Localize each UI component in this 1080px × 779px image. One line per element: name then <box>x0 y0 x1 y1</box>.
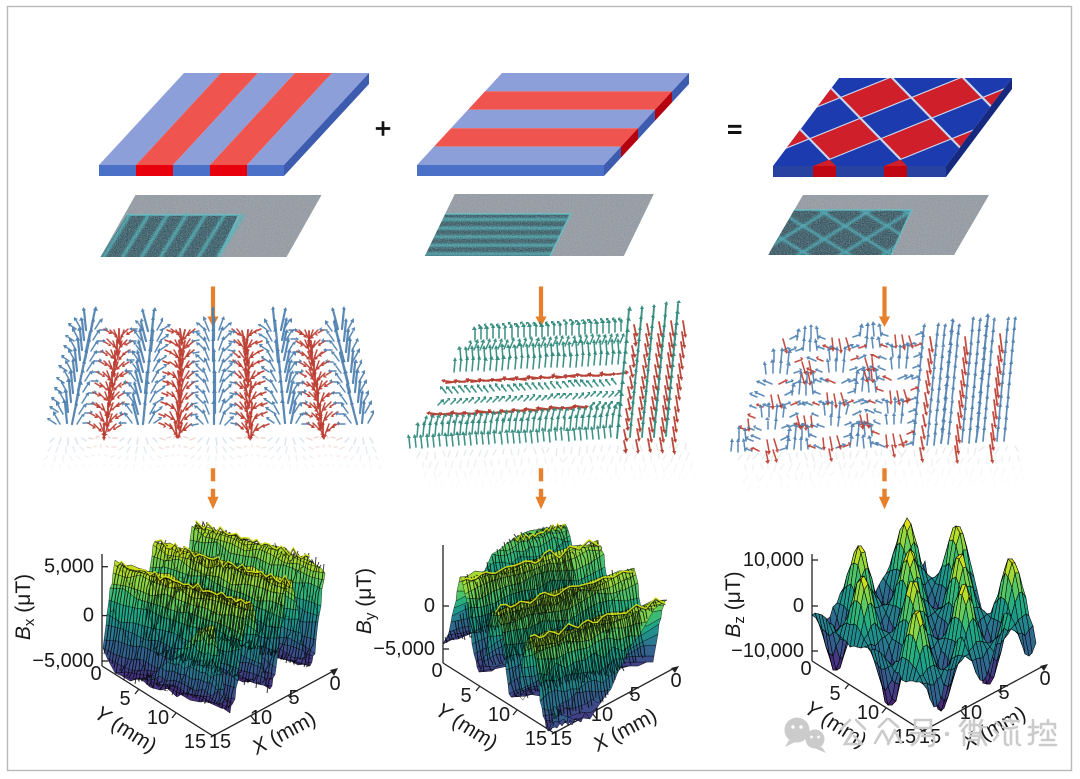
svg-text:By (μT): By (μT) <box>353 568 379 634</box>
svg-text:10: 10 <box>960 702 982 724</box>
svg-text:15: 15 <box>209 731 231 753</box>
svg-text:10,000: 10,000 <box>743 549 804 571</box>
svg-text:0: 0 <box>793 595 804 617</box>
svg-text:−10,000: −10,000 <box>731 640 804 662</box>
svg-text:5: 5 <box>119 688 130 710</box>
svg-text:10: 10 <box>250 707 272 729</box>
svg-text:15: 15 <box>550 728 572 750</box>
svg-text:0: 0 <box>329 673 340 695</box>
svg-text:−5,000: −5,000 <box>32 650 94 672</box>
svg-text:Bx (μT): Bx (μT) <box>12 574 38 640</box>
svg-text:5,000: 5,000 <box>44 556 94 578</box>
svg-text:0: 0 <box>800 658 811 680</box>
svg-text:Bz (μT): Bz (μT) <box>722 571 748 637</box>
svg-text:−5,000: −5,000 <box>373 638 435 660</box>
svg-text:5: 5 <box>460 685 471 707</box>
svg-text:0: 0 <box>431 660 442 682</box>
svg-text:15: 15 <box>525 728 547 750</box>
svg-text:15: 15 <box>184 731 206 753</box>
svg-text:10: 10 <box>591 704 613 726</box>
svg-text:0: 0 <box>424 595 435 617</box>
svg-text:0: 0 <box>670 670 681 692</box>
svg-text:5: 5 <box>629 684 640 706</box>
svg-text:10: 10 <box>488 704 510 726</box>
svg-text:10: 10 <box>857 702 879 724</box>
svg-text:5: 5 <box>998 682 1009 704</box>
svg-text:10: 10 <box>147 707 169 729</box>
svg-text:5: 5 <box>288 687 299 709</box>
svg-text:5: 5 <box>829 683 840 705</box>
svg-text:0: 0 <box>83 605 94 627</box>
svg-text:0: 0 <box>90 663 101 685</box>
svg-text:0: 0 <box>1039 668 1050 690</box>
